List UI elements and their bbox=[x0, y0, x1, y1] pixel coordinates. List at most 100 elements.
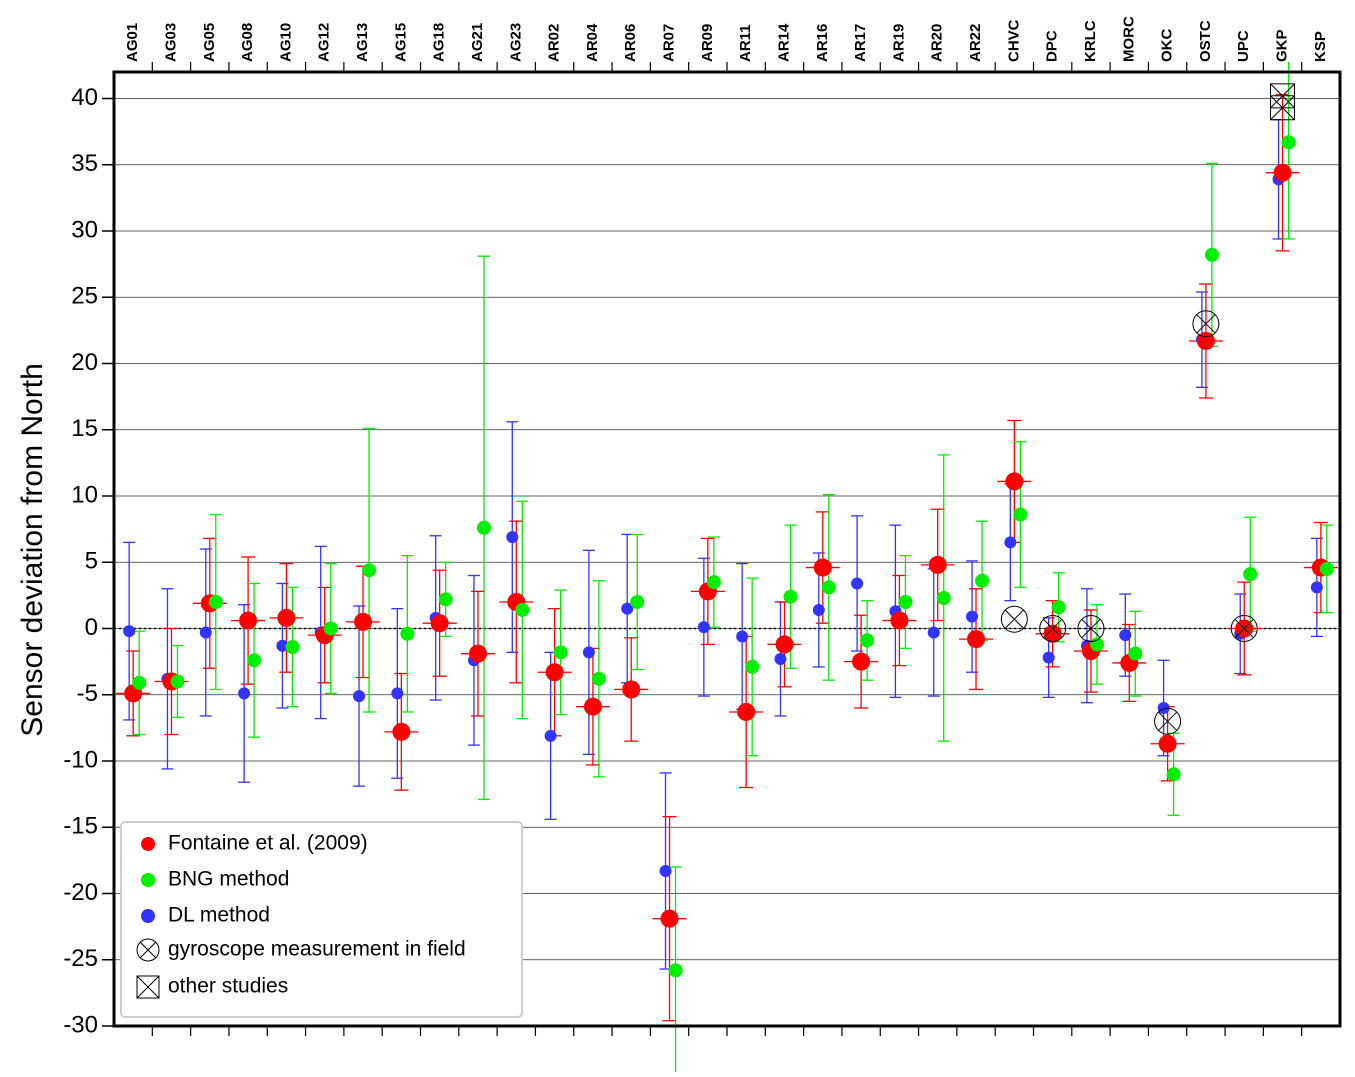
y-tick-label: 30 bbox=[71, 216, 98, 243]
data-point bbox=[123, 625, 136, 638]
data-point bbox=[582, 646, 595, 659]
x-tick-label: AG23 bbox=[507, 23, 524, 62]
other-study-marker-x bbox=[1270, 95, 1295, 121]
x-tick-label: AG12 bbox=[316, 23, 333, 62]
data-point bbox=[630, 595, 645, 609]
data-point bbox=[544, 729, 557, 742]
gyroscope-marker-x bbox=[1158, 711, 1178, 731]
y-axis-label: Sensor deviation from North bbox=[16, 363, 49, 737]
data-point bbox=[813, 558, 832, 577]
gyroscope-marker bbox=[1039, 615, 1067, 642]
data-point bbox=[659, 864, 672, 877]
data-point bbox=[353, 690, 366, 703]
x-tick-label: AR16 bbox=[814, 24, 831, 62]
x-tick-label: AR02 bbox=[546, 24, 563, 62]
x-tick-label: AG03 bbox=[162, 23, 179, 62]
data-point bbox=[967, 630, 986, 649]
data-point bbox=[545, 663, 564, 682]
data-point bbox=[430, 614, 449, 633]
plot-frame bbox=[112, 70, 1342, 1028]
data-point bbox=[553, 645, 568, 660]
data-point bbox=[199, 626, 212, 639]
y-tick-label: 20 bbox=[71, 349, 98, 376]
x-tick-label: AG18 bbox=[431, 23, 448, 62]
data-point bbox=[890, 611, 909, 630]
data-point bbox=[277, 608, 296, 627]
data-point bbox=[860, 633, 875, 648]
data-point bbox=[783, 589, 798, 604]
x-tick-label: AR11 bbox=[737, 24, 754, 62]
data-point bbox=[391, 687, 404, 700]
data-point bbox=[1319, 561, 1334, 576]
data-point bbox=[400, 626, 415, 641]
gyroscope-marker-x bbox=[1081, 618, 1101, 639]
x-tick-label: DPC bbox=[1044, 30, 1061, 62]
data-point bbox=[928, 555, 947, 574]
other-study-marker bbox=[1270, 95, 1296, 121]
data-point bbox=[591, 671, 606, 686]
data-point bbox=[1157, 702, 1170, 714]
data-point bbox=[1166, 767, 1181, 782]
data-point bbox=[812, 603, 825, 616]
x-tick-label: AG10 bbox=[277, 23, 294, 62]
x-tick-label: AR09 bbox=[699, 24, 716, 62]
gyroscope-marker-x bbox=[1004, 609, 1024, 629]
x-tick-label: AR07 bbox=[661, 24, 678, 62]
y-tick-label: -5 bbox=[77, 680, 98, 707]
legend-label: other studies bbox=[168, 975, 288, 998]
data-point bbox=[1119, 629, 1132, 642]
data-point bbox=[515, 602, 530, 617]
data-point bbox=[1043, 624, 1062, 643]
x-tick-label: OSTC bbox=[1197, 20, 1214, 62]
data-point bbox=[238, 687, 251, 700]
data-point bbox=[362, 563, 377, 578]
legend-label: gyroscope measurement in field bbox=[168, 938, 466, 961]
data-point bbox=[851, 577, 864, 590]
data-point bbox=[1243, 567, 1258, 582]
data-point bbox=[208, 595, 223, 609]
data-point bbox=[1051, 600, 1066, 615]
legend-label: Fontaine et al. (2009) bbox=[168, 832, 368, 855]
data-point bbox=[276, 639, 289, 652]
data-point bbox=[621, 602, 634, 615]
data-point bbox=[1013, 507, 1028, 522]
data-point bbox=[668, 963, 683, 978]
x-tick-label: AR19 bbox=[890, 24, 907, 62]
data-point bbox=[774, 652, 787, 665]
x-tick-label: AR06 bbox=[622, 24, 639, 62]
data-point bbox=[966, 610, 979, 623]
data-point bbox=[239, 611, 258, 630]
data-point bbox=[898, 595, 913, 609]
x-tick-label: AG13 bbox=[354, 23, 371, 62]
data-point bbox=[354, 612, 373, 631]
data-point bbox=[468, 644, 487, 663]
y-tick-label: 0 bbox=[85, 614, 98, 641]
gyroscope-marker bbox=[1077, 615, 1105, 642]
legend-label: BNG method bbox=[168, 868, 289, 891]
data-point bbox=[1042, 651, 1055, 664]
x-tick-label: AR20 bbox=[929, 24, 946, 62]
y-tick-label: 35 bbox=[71, 150, 98, 177]
data-point bbox=[1128, 646, 1143, 661]
data-point bbox=[697, 621, 710, 634]
y-tick-label: 40 bbox=[71, 84, 98, 111]
x-tick-label: AR14 bbox=[775, 23, 792, 62]
x-tick-label: AG15 bbox=[392, 23, 409, 62]
data-point bbox=[1158, 734, 1177, 753]
legend-swatch bbox=[136, 975, 160, 999]
data-point bbox=[1281, 135, 1296, 150]
x-tick-label: AR22 bbox=[967, 24, 984, 62]
data-point bbox=[1005, 472, 1024, 491]
data-point bbox=[438, 592, 453, 607]
gyroscope-marker-x bbox=[1043, 618, 1063, 639]
data-point bbox=[476, 520, 491, 535]
data-point bbox=[1310, 581, 1323, 594]
data-point bbox=[583, 697, 602, 716]
data-point bbox=[247, 653, 262, 668]
gyroscope-marker bbox=[1000, 605, 1028, 633]
legend-box bbox=[120, 821, 523, 1018]
data-point bbox=[285, 640, 300, 655]
x-tick-label: AG01 bbox=[124, 23, 141, 62]
data-point bbox=[622, 680, 641, 699]
